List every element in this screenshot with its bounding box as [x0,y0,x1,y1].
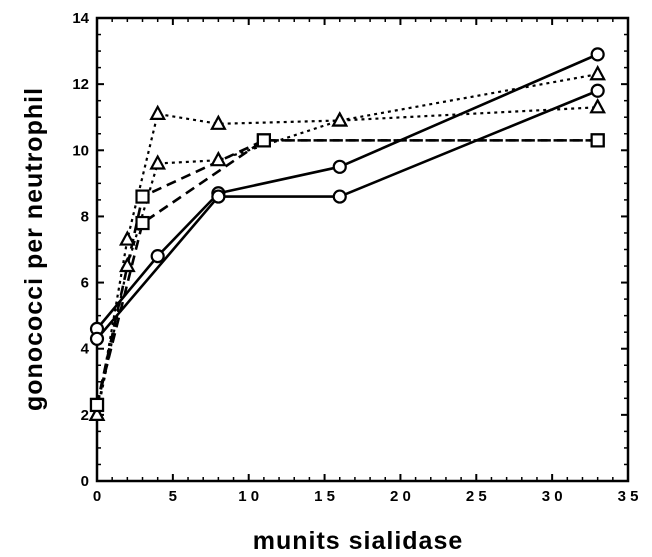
data-point-circle [590,47,605,62]
series-line-triangle-dotted [95,106,598,416]
data-point-square [135,189,150,204]
data-point-circle [332,159,347,174]
x-tick-label: 2 0 [390,488,411,505]
data-point-triangle [88,405,106,421]
data-point-triangle [210,114,227,130]
y-tick-label: 14 [72,10,89,27]
data-point-square [590,133,605,148]
y-axis-title: gonococci per neutrophil [20,87,48,411]
data-point-triangle [149,154,167,170]
x-tick-label: 0 [93,488,101,505]
plot-area [95,16,630,483]
x-tick-label: 1 5 [314,488,335,505]
data-point-triangle [589,64,607,81]
x-tick-label: 3 5 [618,488,639,505]
data-point-square [89,397,105,413]
series-line-circle-solid [96,89,599,340]
series-group [88,47,607,421]
data-point-triangle [118,230,136,246]
data-point-circle [332,189,347,204]
x-axis-title: munits sialidase [253,527,464,555]
y-tick-label: 10 [72,142,89,159]
data-point-triangle [331,111,349,127]
x-tick-label: 2 5 [466,488,487,505]
x-tick-label: 5 [169,488,177,505]
data-point-circle [590,83,605,98]
data-point-circle [211,189,226,204]
data-point-triangle [149,104,167,121]
series-line-circle-solid [96,53,599,330]
data-point-square [256,133,271,148]
data-point-circle [150,249,165,264]
y-tick-label: 0 [81,473,89,490]
series-line-square-dashed [95,139,598,406]
data-point-circle [89,331,105,346]
data-point-triangle [210,150,227,167]
data-point-triangle [589,97,607,114]
x-tick-label: 3 0 [542,488,563,505]
y-tick-label: 8 [81,208,89,225]
x-tick-label: 1 0 [238,488,259,505]
y-tick-label: 4 [81,341,90,358]
y-tick-label: 6 [81,275,89,292]
series-line-square-dashed [95,139,598,406]
data-point-square [135,215,150,231]
y-tick-label: 2 [81,407,89,424]
y-tick-label: 12 [72,76,89,93]
plot-frame [95,16,630,483]
data-point-triangle [118,256,136,273]
